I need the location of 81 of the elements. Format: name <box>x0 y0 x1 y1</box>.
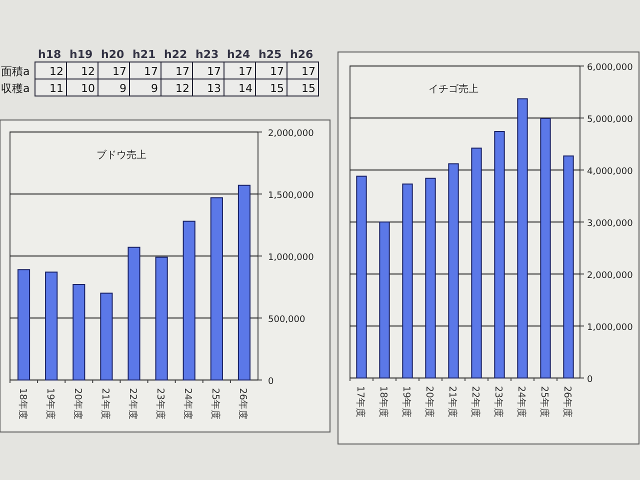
x-tick-label: 26年度 <box>562 386 574 418</box>
bar <box>182 220 196 380</box>
x-tick-label: h22 <box>164 48 188 61</box>
x-tick-label: h23 <box>196 48 219 61</box>
y-tick-label: 1,000,000 <box>268 253 314 263</box>
y-tick-label: 0 <box>587 375 593 385</box>
y-tick-label: 0 <box>268 377 274 387</box>
bar <box>517 98 528 378</box>
x-tick-label: h25 <box>258 48 282 61</box>
x-tick-label: h21 <box>132 48 156 61</box>
y-tick-label: 500,000 <box>268 315 306 325</box>
data-label: 15 <box>302 82 316 95</box>
bar <box>45 272 58 380</box>
x-tick-label: 26年度 <box>237 388 250 420</box>
y-tick-label: 面積a <box>1 65 30 78</box>
bar <box>356 176 367 378</box>
x-tick-label: 22年度 <box>127 388 139 420</box>
x-tick-label: 22年度 <box>470 386 482 418</box>
x-tick-label: 20年度 <box>424 386 436 418</box>
x-tick-label: h24 <box>227 48 250 61</box>
data-label: 12 <box>50 65 64 78</box>
x-tick-label: 23年度 <box>154 388 167 420</box>
bar <box>563 155 574 378</box>
bar <box>471 148 482 378</box>
y-tick-label: 6,000,000 <box>587 63 634 73</box>
y-tick-label: 1,000,000 <box>587 323 634 333</box>
x-tick-label: 23年度 <box>492 386 504 418</box>
data-label: 14 <box>238 82 252 95</box>
bar <box>425 178 436 378</box>
bar <box>540 118 551 378</box>
y-tick-label: 収穫a <box>1 82 30 95</box>
y-tick-label: 5,000,000 <box>587 115 634 125</box>
x-tick-label: 19年度 <box>44 388 56 420</box>
data-label: 17 <box>238 65 252 78</box>
data-label: 17 <box>112 65 126 78</box>
bar <box>494 131 505 378</box>
x-tick-label: h20 <box>101 48 124 61</box>
bar <box>238 184 251 380</box>
x-tick-label: 18年度 <box>378 386 390 418</box>
bar <box>100 292 113 380</box>
bar <box>128 246 140 380</box>
data-label: 17 <box>207 65 221 78</box>
bar <box>379 222 390 378</box>
x-tick-label: 17年度 <box>354 386 366 418</box>
data-label: 9 <box>151 82 158 95</box>
data-label: 11 <box>50 82 64 95</box>
bar <box>155 256 168 380</box>
text: ブドウ売上 <box>96 149 147 161</box>
bar <box>72 284 86 380</box>
x-tick-label: h26 <box>290 48 314 61</box>
x-tick-label: 24年度 <box>516 386 528 418</box>
y-tick-label: 1,500,000 <box>268 191 314 201</box>
text: イチゴ売上 <box>428 83 478 95</box>
bar <box>210 197 223 380</box>
data-label: 9 <box>120 82 126 95</box>
data-label: 17 <box>144 65 158 78</box>
y-tick-label: 3,000,000 <box>587 219 634 229</box>
data-label: 13 <box>207 82 221 95</box>
x-tick-label: 19年度 <box>400 386 412 418</box>
y-tick-label: 4,000,000 <box>587 167 634 177</box>
data-label: 17 <box>302 65 316 78</box>
x-tick-label: 18年度 <box>16 388 29 420</box>
data-label: 17 <box>176 65 190 78</box>
x-tick-label: 25年度 <box>210 388 222 420</box>
x-tick-label: h19 <box>70 48 93 61</box>
x-tick-label: 24年度 <box>182 388 194 420</box>
bar <box>402 184 413 378</box>
x-tick-label: 20年度 <box>72 388 84 420</box>
x-tick-label: h18 <box>38 48 62 61</box>
y-tick-label: 2,000,000 <box>268 129 314 139</box>
data-label: 10 <box>81 82 95 95</box>
x-tick-label: 25年度 <box>538 386 550 418</box>
bar <box>448 163 459 378</box>
data-label: 17 <box>270 65 284 78</box>
y-tick-label: 2,000,000 <box>587 271 634 281</box>
data-label: 12 <box>81 65 95 78</box>
data-label: 12 <box>176 82 190 95</box>
x-tick-label: 21年度 <box>446 386 458 418</box>
data-label: 15 <box>270 82 284 95</box>
x-tick-label: 21年度 <box>99 388 112 420</box>
bar <box>17 269 30 380</box>
